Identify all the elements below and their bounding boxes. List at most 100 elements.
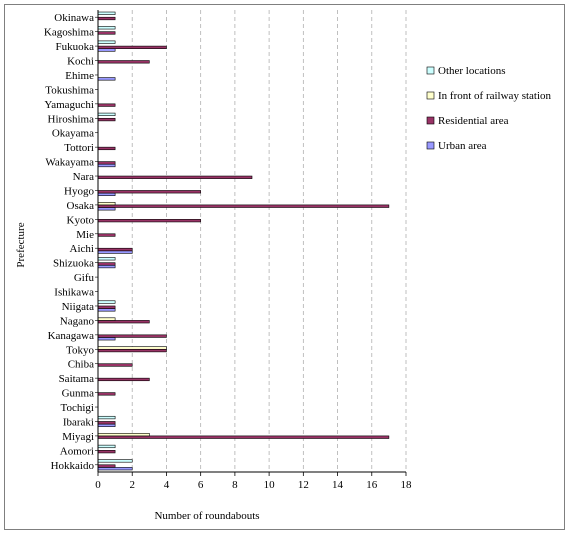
x-tick-label-2: 2 [129,479,135,491]
bar-in-front-of-railway-station-tokyo [97,346,167,350]
bar-urban-area-fukuoka [97,48,116,52]
category-label-kyoto: Kyoto [67,214,95,226]
bar-urban-area-osaka [97,207,116,211]
category-label-niigata: Niigata [62,301,94,313]
bar-urban-area-niigata [97,308,116,312]
x-tick-label-18: 18 [401,479,413,491]
bar-residential-area-tottori [97,146,116,151]
bar-other-locations-ibaraki [97,415,116,420]
category-label-hokkaido: Hokkaido [51,460,95,472]
bar-urban-area-shizuoka [97,264,116,269]
category-label-okinawa: Okinawa [54,12,94,24]
bar-residential-area-kanagawa [97,334,167,338]
axes [95,10,407,476]
y-axis-label: Prefecture [15,222,27,267]
bar-residential-area-shizuoka [97,262,116,266]
bar-in-front-of-railway-station-nagano [97,317,116,321]
x-tick-label-8: 8 [232,479,238,491]
bar-residential-area-saitama [97,377,150,382]
category-label-tottori: Tottori [64,142,94,154]
bar-urban-area-hokkaido [97,467,133,471]
x-tick-label-4: 4 [164,479,170,491]
category-labels: Hokkaido Aomori Miyagi Ibaraki Tochigi Gunma S… [44,12,95,472]
bar-residential-area-miyagi [97,435,390,439]
category-label-kagoshima: Kagoshima [44,27,94,39]
category-label-nagano: Nagano [60,315,95,327]
category-label-chiba: Chiba [68,359,94,371]
bar-residential-area-tokyo [97,348,167,353]
category-label-gunma: Gunma [62,388,95,400]
x-axis-label: Number of roundabouts [154,510,259,522]
bar-residential-area-niigata [97,305,116,309]
category-label-ishikawa: Ishikawa [54,287,94,299]
chart-frame: Hokkaido Aomori Miyagi Ibaraki Tochigi Gunma S… [4,4,565,530]
category-label-gifu: Gifu [74,272,95,284]
legend: Other locations In front of railway stati… [426,65,552,152]
x-tick-label-0: 0 [95,479,101,491]
bar-residential-area-okinawa [97,16,116,21]
bar-residential-area-kyoto [97,219,201,223]
category-label-aichi: Aichi [70,243,94,255]
bar-residential-area-kagoshima [97,31,116,35]
bar-urban-area-wakayama [97,163,116,168]
legend-swatch-other-locations [426,66,435,75]
legend-swatch-residential-area [426,116,435,125]
bar-other-locations-shizuoka [97,257,116,261]
bar-residential-area-nara [97,175,253,179]
x-tick-labels: 0 2 4 6 8 10 12 14 16 18 [95,479,412,491]
legend-swatch-urban-area [426,141,435,150]
bar-residential-area-nagano [97,320,150,324]
bar-residential-area-ibaraki [97,421,116,425]
bar-urban-area-ibaraki [97,423,116,427]
bar-residential-area-kochi [97,60,150,64]
category-label-yamaguchi: Yamaguchi [44,99,94,111]
category-label-tokyo: Tokyo [66,344,94,356]
legend-swatch-in-front-of-railway-station [426,91,435,100]
bar-residential-area-wakayama [97,161,116,165]
x-tick-label-12: 12 [298,479,309,491]
bars [97,11,390,471]
bar-in-front-of-railway-station-miyagi [97,433,150,437]
category-label-ehime: Ehime [65,70,94,82]
category-label-ibaraki: Ibaraki [63,416,94,428]
category-label-nara: Nara [73,171,94,183]
bar-in-front-of-railway-station-osaka [97,202,116,206]
bar-residential-area-chiba [97,363,133,367]
gridlines [131,10,407,472]
legend-label-urban-area: Urban area [438,140,487,152]
bar-residential-area-gunma [97,392,116,396]
bar-other-locations-fukuoka [97,40,116,44]
bar-urban-area-aichi [97,250,133,254]
bar-residential-area-fukuoka [97,45,167,49]
bar-urban-area-hyogo [97,192,116,196]
x-tick-label-14: 14 [332,479,344,491]
legend-label-residential-area: Residential area [438,115,509,127]
category-label-saitama: Saitama [59,373,95,385]
bar-residential-area-yamaguchi [97,103,116,107]
bar-urban-area-ehime [97,77,116,81]
bar-other-locations-hiroshima [97,112,116,116]
bar-urban-area-kanagawa [97,337,116,341]
category-label-shizuoka: Shizuoka [53,258,94,270]
bar-other-locations-niigata [97,300,116,304]
category-label-fukuoka: Fukuoka [56,41,95,53]
category-label-okayama: Okayama [52,128,94,140]
x-tick-label-10: 10 [264,479,276,491]
category-label-mie: Mie [76,229,94,241]
bar-residential-area-hiroshima [97,117,116,122]
category-label-wakayama: Wakayama [45,157,94,169]
bar-residential-area-hokkaido [97,464,116,468]
bar-other-locations-kagoshima [97,26,116,30]
bar-residential-area-aomori [97,450,116,454]
bar-other-locations-okinawa [97,11,116,15]
category-label-hyogo: Hyogo [64,185,94,197]
legend-label-other-locations: Other locations [438,65,506,77]
bar-other-locations-hokkaido [97,459,133,463]
bar-residential-area-osaka [97,204,390,208]
category-label-tochigi: Tochigi [61,402,94,414]
bar-residential-area-mie [97,233,116,237]
roundabouts-bar-chart: Hokkaido Aomori Miyagi Ibaraki Tochigi Gunma S… [15,10,552,522]
category-label-osaka: Osaka [67,200,95,212]
category-label-tokushima: Tokushima [45,84,94,96]
category-label-hiroshima: Hiroshima [48,113,95,125]
